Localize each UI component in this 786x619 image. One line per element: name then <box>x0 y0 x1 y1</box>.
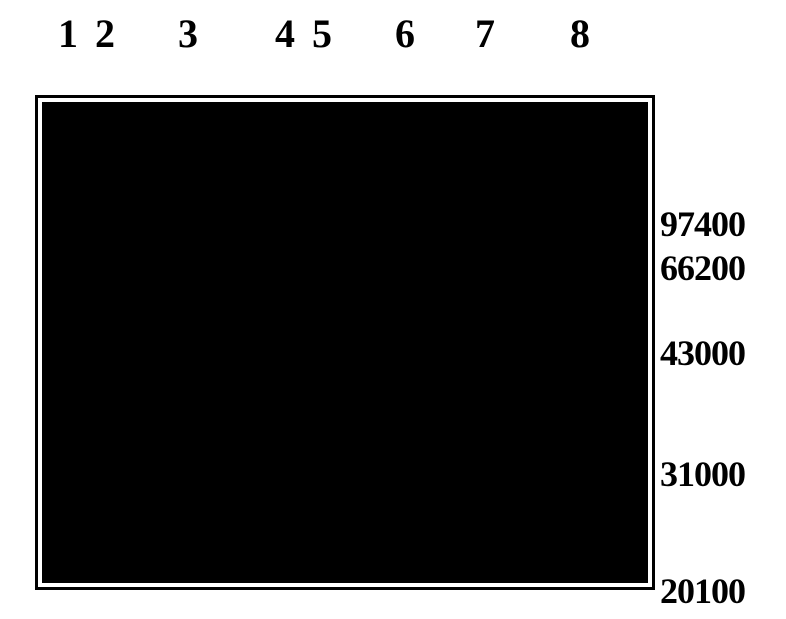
mw-label: 31000 <box>660 453 745 495</box>
mw-label: 66200 <box>660 247 745 289</box>
lane-labels-row: 1 2 3 4 5 6 7 8 <box>0 10 786 70</box>
lane-label: 1 <box>58 10 78 57</box>
lane-label: 4 <box>275 10 295 57</box>
lane-label: 2 <box>95 10 115 57</box>
mw-label: 43000 <box>660 332 745 374</box>
lane-label: 7 <box>475 10 495 57</box>
lane-label: 3 <box>178 10 198 57</box>
mw-label: 20100 <box>660 570 745 612</box>
lane-label: 8 <box>570 10 590 57</box>
lane-label: 6 <box>395 10 415 57</box>
lane-label: 5 <box>312 10 332 57</box>
gel-frame <box>35 95 655 590</box>
molecular-weight-labels: 97400 66200 43000 31000 20100 <box>660 95 786 595</box>
gel-image-area <box>42 102 648 583</box>
gel-figure: 1 2 3 4 5 6 7 8 97400 66200 43000 31000 … <box>0 0 786 619</box>
mw-label: 97400 <box>660 203 745 245</box>
